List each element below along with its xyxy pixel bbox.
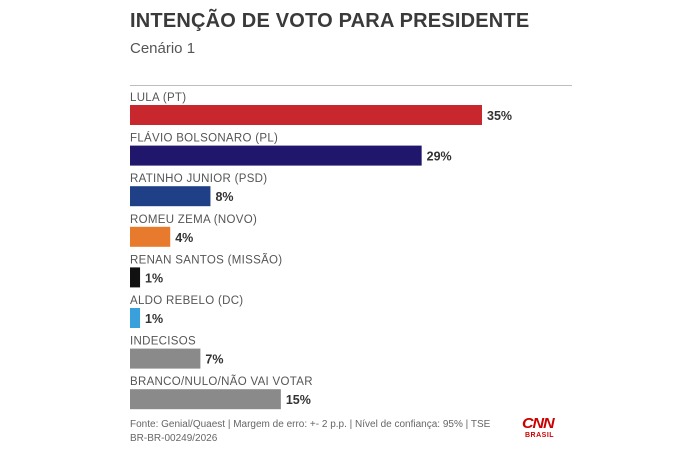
cnn-brasil-logo: CNN BRASIL [522, 416, 556, 442]
bar-label: ROMEU ZEMA (NOVO) [130, 214, 257, 226]
bar-value-label: 15% [286, 393, 311, 407]
chart-title: INTENÇÃO DE VOTO PARA PRESIDENTE [130, 10, 530, 32]
bar-label: RATINHO JUNIOR (PSD) [130, 173, 267, 185]
logo-sub: BRASIL [525, 432, 555, 439]
bar [130, 105, 482, 125]
bar-value-label: 8% [215, 190, 233, 204]
chart-subtitle: Cenário 1 [130, 40, 196, 57]
bar-value-label: 4% [175, 231, 193, 245]
bar-label: FLÁVIO BOLSONARO (PL) [130, 132, 278, 145]
divider-line [130, 85, 572, 86]
bar [130, 186, 211, 207]
bar-value-label: 7% [205, 353, 223, 367]
bar [130, 348, 201, 369]
bar-label: RENAN SANTOS (MISSÃO) [130, 253, 282, 266]
bar-label: INDECISOS [130, 336, 196, 348]
bar-value-label: 29% [427, 150, 452, 164]
bar-label: LULA (PT) [130, 92, 186, 104]
bar [130, 267, 141, 288]
bar [130, 145, 422, 166]
bar [130, 226, 171, 247]
bar [130, 308, 141, 328]
source-footnote: Fonte: Genial/Quaest | Margem de erro: +… [130, 419, 491, 444]
bar-value-label: 1% [145, 312, 163, 326]
bar-label: ALDO REBELO (DC) [130, 295, 243, 307]
bar-label: BRANCO/NULO/NÃO VAI VOTAR [130, 375, 313, 388]
logo-word: CNN [522, 415, 555, 432]
bar-value-label: 35% [487, 109, 512, 123]
bar [130, 389, 281, 410]
bar-value-label: 1% [145, 271, 163, 285]
